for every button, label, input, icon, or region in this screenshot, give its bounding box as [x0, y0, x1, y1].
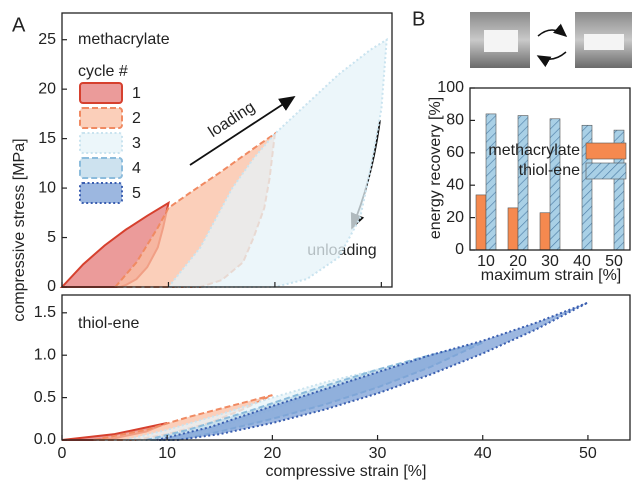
bar	[549, 118, 561, 251]
legend-title: cycle #	[78, 63, 128, 80]
annotation: methacrylate	[78, 31, 170, 48]
legend-label: 2	[132, 110, 141, 127]
legend-label: 5	[132, 185, 141, 202]
legend-label: methacrylate	[488, 142, 580, 159]
legend-swatch	[79, 182, 123, 204]
y-tick-label: 20	[38, 80, 56, 97]
y-tick-label: 0.0	[34, 431, 56, 448]
x-axis-label: compressive strain [%]	[266, 463, 427, 480]
y-tick-label: 80	[446, 112, 464, 129]
legend-swatch	[79, 157, 123, 179]
legend-swatch	[585, 162, 627, 180]
y-tick-label: 1.0	[34, 346, 56, 363]
y-tick-label: 20	[446, 209, 464, 226]
photo-pair	[470, 12, 632, 68]
legend-label: thiol-ene	[519, 162, 580, 179]
plot-frame	[469, 87, 631, 251]
hysteresis-loop	[156, 301, 589, 441]
legend-label: 1	[132, 85, 141, 102]
y-tick-label: 60	[446, 144, 464, 161]
y-axis-label: energy recovery [%]	[427, 97, 444, 239]
annotation: thiol-ene	[78, 315, 139, 332]
legend-label: 4	[132, 160, 141, 177]
y-tick-label: 15	[38, 130, 56, 147]
y-tick-label: 100	[437, 79, 464, 96]
bar	[475, 194, 487, 251]
x-tick-label: 50	[579, 445, 597, 462]
x-axis-label: maximum strain [%]	[481, 267, 621, 284]
panel-label: B	[412, 8, 425, 30]
plot-frame	[61, 12, 393, 288]
hysteresis-loop	[124, 368, 378, 441]
y-tick-label: 5	[47, 229, 56, 246]
y-tick-label: 0	[47, 278, 56, 295]
x-tick-label: 30	[369, 445, 387, 462]
y-axis-label: compressive stress [MPa]	[11, 138, 28, 321]
x-tick-label: 0	[58, 445, 67, 462]
legend-label: 3	[132, 135, 141, 152]
legend-swatch	[79, 107, 123, 129]
y-tick-label: 0.5	[34, 389, 56, 406]
x-tick-label: 40	[573, 253, 591, 270]
hysteresis-loop	[166, 37, 388, 288]
bar	[507, 207, 519, 251]
y-tick-label: 0	[455, 241, 464, 258]
panel-label: A	[12, 14, 26, 36]
legend-swatch	[585, 142, 627, 160]
x-tick-label: 40	[474, 445, 492, 462]
legend-swatch	[79, 82, 123, 104]
bar	[485, 113, 497, 251]
x-tick-label: 30	[541, 253, 559, 270]
x-tick-label: 10	[158, 445, 176, 462]
legend-swatch	[79, 132, 123, 154]
annotation: loading	[206, 99, 259, 141]
x-tick-label: 20	[263, 445, 281, 462]
plot-frame	[61, 294, 631, 441]
y-tick-label: 25	[38, 31, 56, 48]
bar	[517, 115, 529, 251]
x-tick-label: 10	[477, 253, 495, 270]
y-tick-label: 10	[38, 179, 56, 196]
y-tick-label: 40	[446, 176, 464, 193]
loading-arrow	[189, 96, 296, 166]
y-tick-label: 1.5	[34, 304, 56, 321]
x-tick-label: 20	[509, 253, 527, 270]
x-tick-label: 50	[605, 253, 623, 270]
bar	[539, 212, 551, 251]
